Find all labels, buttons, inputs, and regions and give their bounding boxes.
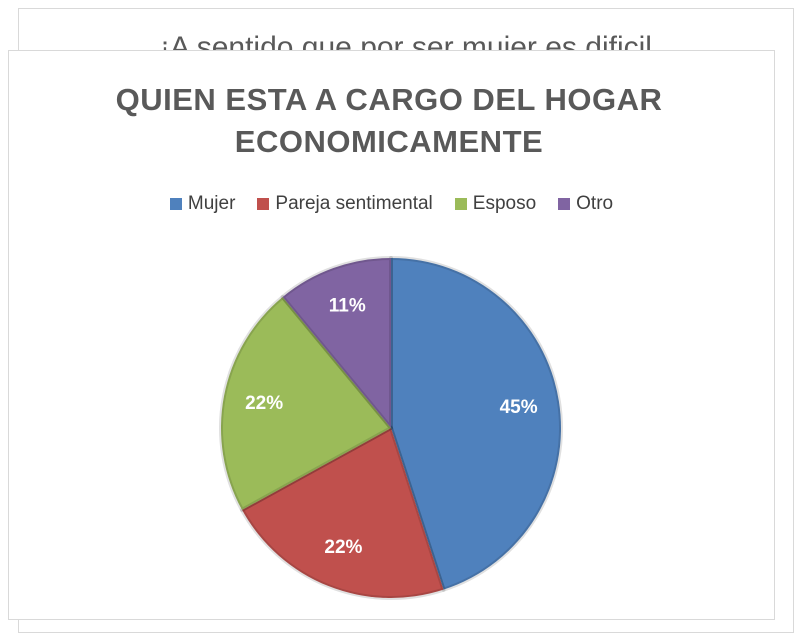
legend-item: Pareja sentimental	[257, 193, 433, 215]
legend-label: Pareja sentimental	[275, 193, 433, 214]
data-label: 11%	[329, 295, 366, 316]
pie-slice	[240, 426, 446, 600]
pie-slice	[389, 256, 564, 592]
legend-item: Mujer	[169, 193, 236, 215]
legend-item: Otro	[558, 193, 613, 215]
data-label: 45%	[500, 397, 538, 418]
legend: Mujer Pareja sentimental Esposo Otro	[9, 193, 774, 215]
legend-swatch	[558, 198, 571, 210]
legend-label: Mujer	[187, 193, 236, 214]
legend-item: Esposo	[454, 193, 537, 215]
data-label: 22%	[324, 537, 362, 558]
legend-label: Esposo	[472, 193, 537, 214]
chart-title: QUIEN ESTA A CARGO DEL HOGAR ECONOMICAME…	[115, 82, 663, 159]
legend-swatch	[169, 198, 182, 210]
legend-swatch	[454, 198, 467, 210]
pie-slice	[219, 295, 393, 512]
legend-label: Otro	[576, 193, 614, 214]
chart: QUIEN ESTA A CARGO DEL HOGAR ECONOMICAME…	[8, 50, 775, 620]
data-label: 22%	[245, 393, 283, 414]
legend-swatch	[257, 198, 270, 210]
pie-slice	[280, 256, 393, 430]
plot: 45% 22% 22% 11%	[219, 256, 564, 600]
